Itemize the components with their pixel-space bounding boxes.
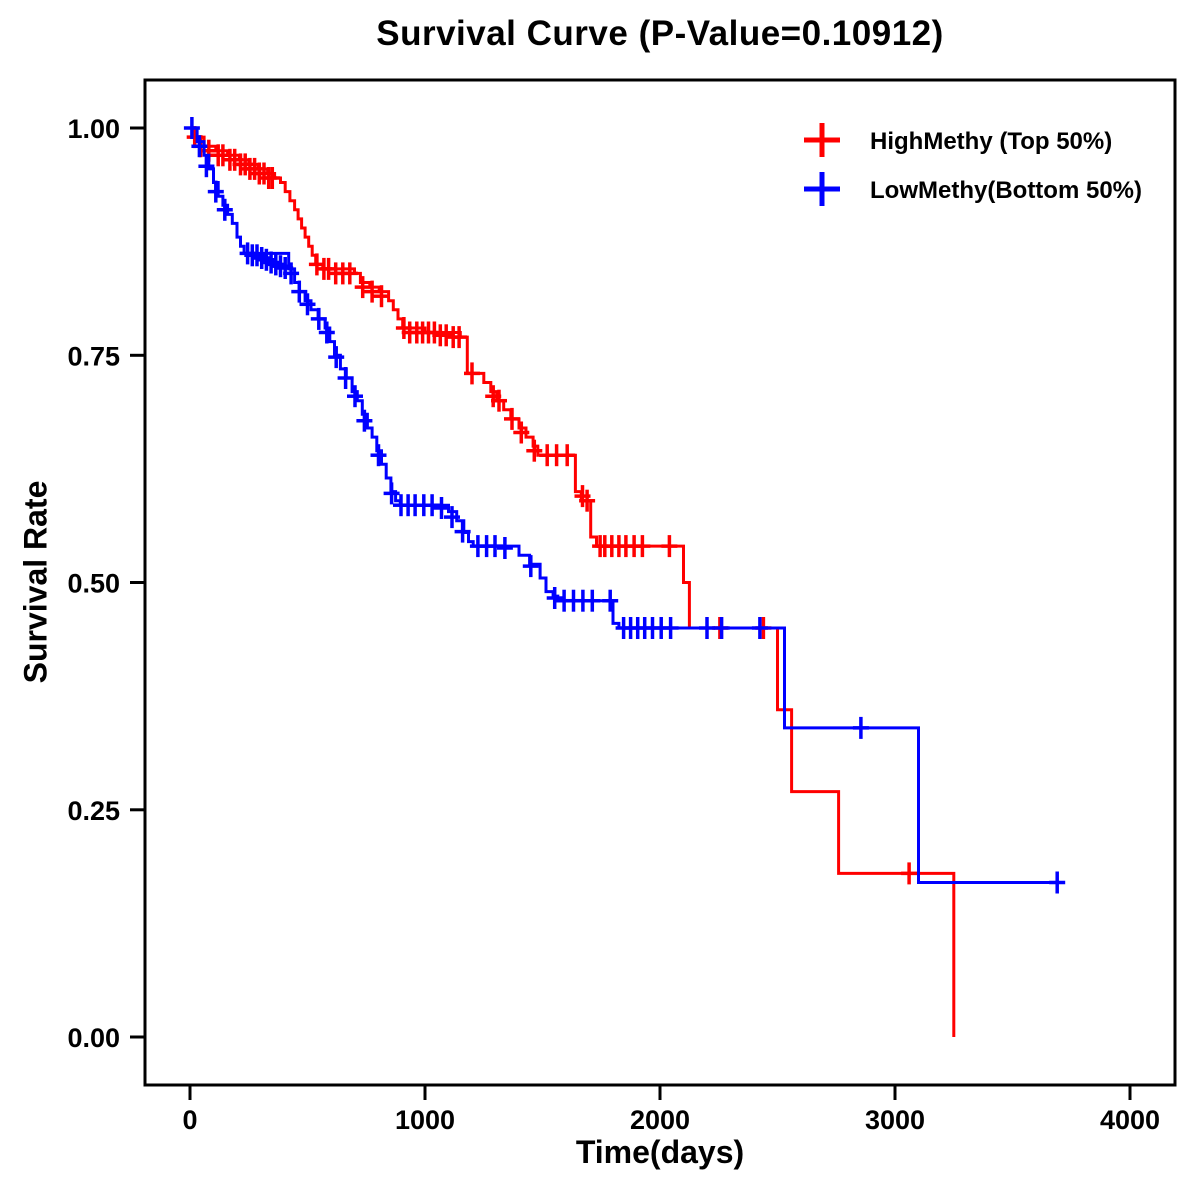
legend-item-lowmethy: LowMethy(Bottom 50%) bbox=[804, 172, 1142, 206]
plot-generated: 0 1000 2000 3000 4000 0.00 0.25 0.50 0.75 1.00 bbox=[67, 78, 1177, 1135]
survival-curve-highmethy bbox=[190, 135, 956, 1037]
legend-item-highmethy: HighMethy (Top 50%) bbox=[804, 123, 1112, 157]
legend-label-lowmethy: LowMethy(Bottom 50%) bbox=[870, 177, 1142, 204]
y-axis-tick-label: 0.50 bbox=[67, 569, 120, 599]
x-axis-tick-label: 4000 bbox=[1100, 1105, 1160, 1135]
survival-curve-lowmethy bbox=[190, 126, 1065, 884]
x-axis-tick-label: 0 bbox=[182, 1105, 197, 1135]
x-axis-tick-label: 1000 bbox=[395, 1105, 455, 1135]
x-axis-tick-label: 3000 bbox=[865, 1105, 925, 1135]
legend: HighMethy (Top 50%) LowMethy(Bottom 50%) bbox=[804, 123, 1142, 206]
y-axis-tick-label: 0.75 bbox=[67, 341, 120, 371]
chart-title: Survival Curve (P-Value=0.10912) bbox=[376, 14, 944, 53]
y-axis-tick-label: 1.00 bbox=[67, 114, 120, 144]
legend-label-highmethy: HighMethy (Top 50%) bbox=[870, 128, 1112, 155]
y-axis-tick-label: 0.00 bbox=[67, 1023, 120, 1053]
x-axis-tick-label: 2000 bbox=[630, 1105, 690, 1135]
x-axis-title: Time(days) bbox=[575, 1134, 745, 1170]
plot-border bbox=[143, 78, 1177, 1087]
y-axis-tick-label: 0.25 bbox=[67, 796, 120, 826]
